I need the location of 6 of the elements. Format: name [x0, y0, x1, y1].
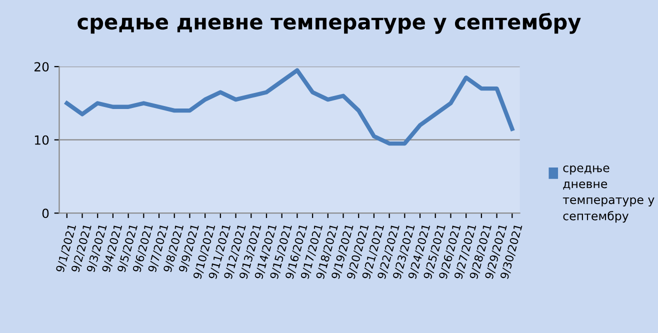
y-tick-label: 10 — [34, 135, 49, 145]
legend-label: средње дневне температуре у септембру — [562, 166, 654, 223]
y-tick-label: 20 — [34, 62, 49, 72]
line-series — [64, 68, 514, 146]
chart-title: средње дневне температуре у септембру — [78, 12, 581, 34]
y-tick-label: 0 — [42, 208, 49, 218]
